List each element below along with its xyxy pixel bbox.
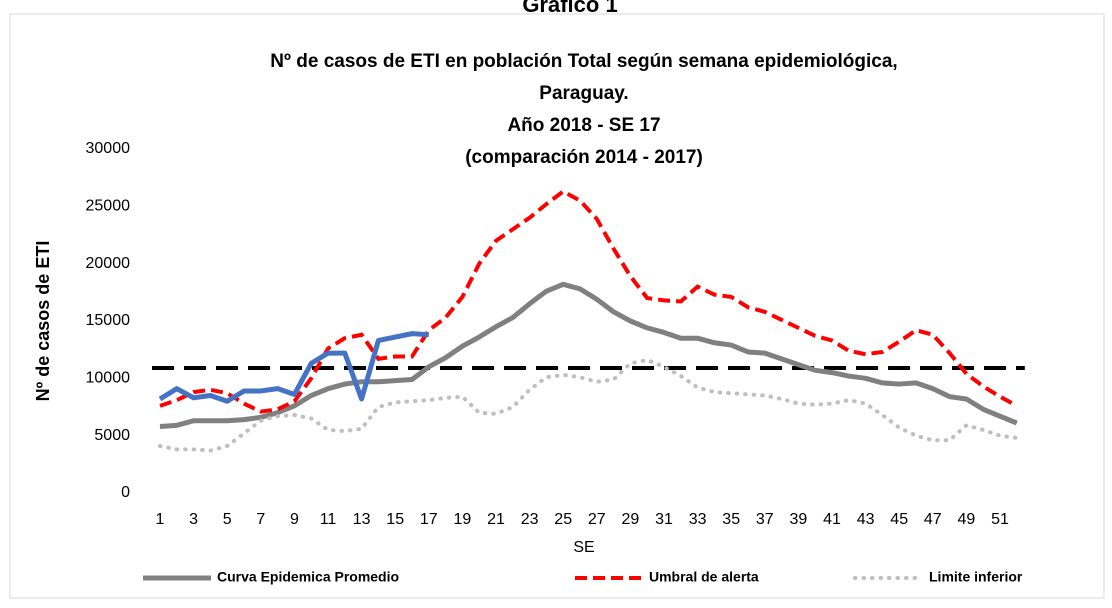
x-tick-label: 15 — [386, 511, 404, 528]
x-tick-label: 1 — [156, 511, 165, 528]
x-tick-label: 19 — [454, 511, 472, 528]
heading: Gráfico 1 — [522, 0, 617, 17]
chart-frame — [9, 13, 1105, 599]
x-tick-label: 11 — [320, 511, 337, 528]
chart-title: (comparación 2014 - 2017) — [465, 147, 703, 168]
x-axis-label: SE — [573, 539, 594, 556]
x-tick-label: 9 — [290, 511, 299, 528]
x-tick-label: 43 — [857, 511, 875, 528]
x-tick-label: 3 — [189, 511, 198, 528]
x-tick-label: 33 — [689, 511, 707, 528]
legend-label: Umbral de alerta — [649, 569, 759, 585]
legend-label: Limite inferior — [929, 569, 1023, 585]
y-tick-label: 5000 — [94, 427, 130, 444]
series-line — [158, 357, 1019, 453]
x-tick-label: 49 — [958, 511, 976, 528]
x-tick-label: 17 — [420, 511, 438, 528]
x-tick-label: 31 — [655, 511, 673, 528]
chart-title: Paraguay. — [539, 83, 628, 104]
x-tick-label: 51 — [991, 511, 1009, 528]
x-tick-label: 39 — [790, 511, 808, 528]
series-line — [158, 331, 429, 404]
x-tick-label: 23 — [521, 511, 539, 528]
legend-label: Curva Epidemica Promedio — [217, 569, 399, 585]
x-tick-label: 27 — [588, 511, 606, 528]
x-tick-label: 47 — [924, 511, 942, 528]
y-tick-label: 0 — [121, 484, 130, 501]
series-line — [159, 281, 1018, 429]
series-line — [159, 189, 1018, 414]
y-tick-label: 15000 — [86, 312, 131, 329]
x-tick-label: 41 — [823, 511, 841, 528]
y-axis-label: Nº de casos de ETI — [33, 241, 53, 402]
x-tick-label: 21 — [487, 511, 505, 528]
x-tick-label: 35 — [722, 511, 740, 528]
x-tick-label: 29 — [622, 511, 640, 528]
x-tick-label: 7 — [256, 511, 265, 528]
x-tick-label: 37 — [756, 511, 774, 528]
chart-title: Nº de casos de ETI en población Total se… — [270, 51, 897, 72]
y-tick-label: 30000 — [86, 140, 131, 157]
y-tick-label: 25000 — [86, 198, 131, 215]
chart-title: Año 2018 - SE 17 — [507, 115, 660, 136]
x-tick-label: 13 — [353, 511, 371, 528]
y-tick-label: 10000 — [86, 370, 131, 387]
x-tick-label: 45 — [890, 511, 908, 528]
y-tick-label: 20000 — [86, 255, 131, 272]
x-tick-label: 25 — [554, 511, 572, 528]
x-tick-label: 5 — [223, 511, 232, 528]
